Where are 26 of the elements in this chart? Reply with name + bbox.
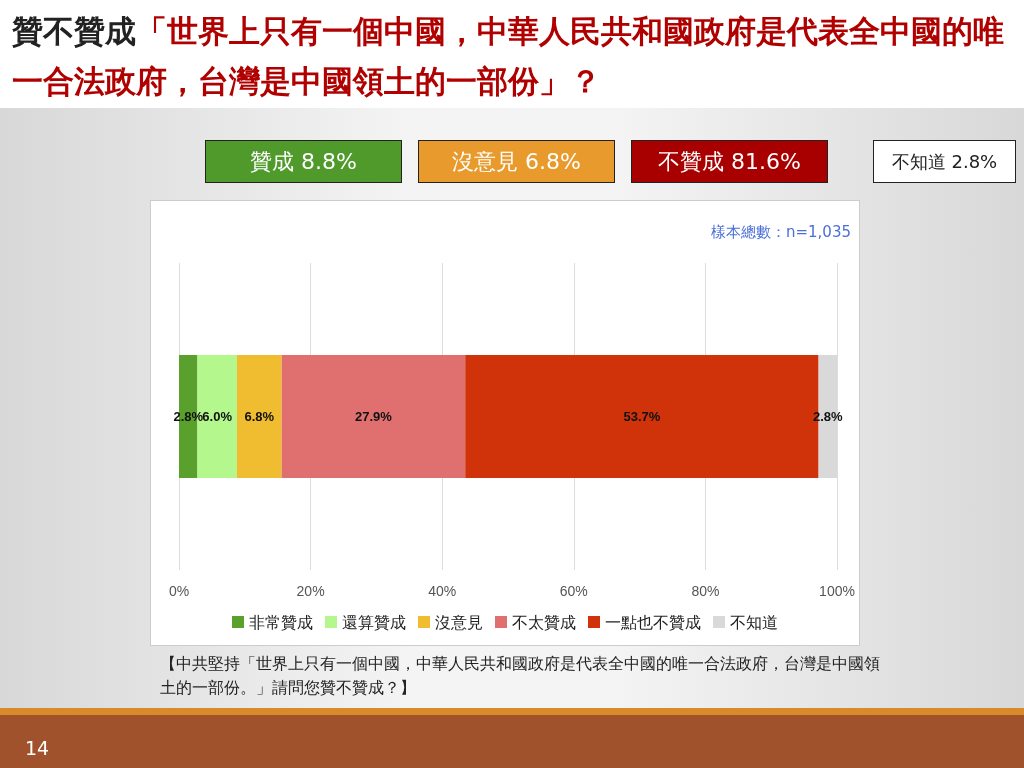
data-label: 6.8% xyxy=(244,409,275,424)
legend-label: 還算贊成 xyxy=(342,613,406,631)
chart-title: 贊不贊成「世界上只有一個中國，中華人民共和國政府是代表全中國的唯一合法政府，台灣是中國領土的一部份」？ xyxy=(12,13,1004,99)
x-tick-label: 40% xyxy=(428,583,457,599)
legend-label: 沒意見 xyxy=(435,613,483,631)
x-tick-label: 0% xyxy=(168,583,190,599)
data-label: 6.0% xyxy=(202,409,233,424)
legend-label: 不知道 xyxy=(730,613,778,631)
x-tick-label: 100% xyxy=(819,583,855,599)
text: 沒意見 6.8% xyxy=(418,140,615,183)
data-label: 27.9% xyxy=(355,409,393,424)
text: 贊成 8.8% xyxy=(205,140,402,183)
bar xyxy=(236,355,282,478)
text: 樣本總數：n=1,035 xyxy=(710,223,851,242)
bar xyxy=(281,355,466,478)
x-tick-label: 80% xyxy=(691,583,720,599)
legend-label: 不太贊成 xyxy=(512,613,576,631)
text: 【中共堅持「世界上只有一個中國，中華人民共和國政府是代表全中國的唯一合法政府，台灣是中國領土的一部份。」請問您贊不贊成？】 xyxy=(160,653,880,699)
legend-label: 一點也不贊成 xyxy=(605,613,701,631)
data-label: 53.7% xyxy=(623,409,661,424)
text: 不知道 2.8% xyxy=(873,140,1016,183)
text: 14 xyxy=(25,737,50,759)
text: 不贊成 81.6% xyxy=(631,140,828,183)
x-tick-label: 60% xyxy=(559,583,588,599)
x-tick-label: 20% xyxy=(296,583,325,599)
legend-label: 非常贊成 xyxy=(249,613,313,631)
